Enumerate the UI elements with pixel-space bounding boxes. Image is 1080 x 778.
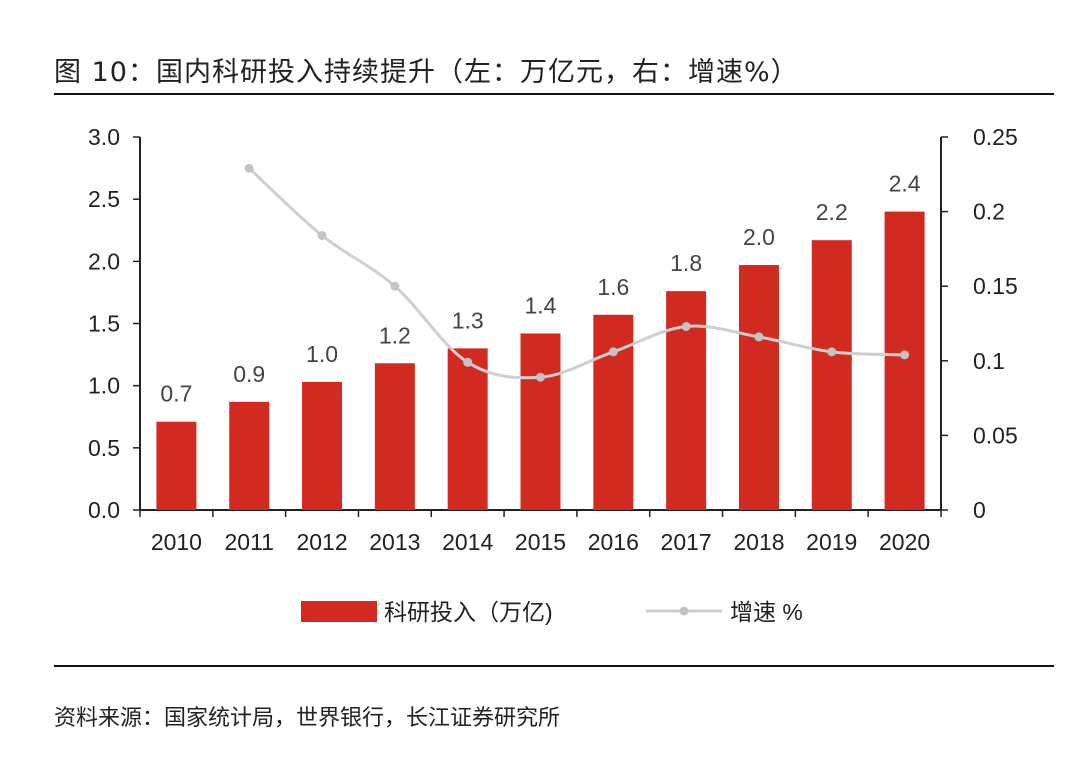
x-tick-label: 2011 (224, 529, 273, 555)
bar (447, 348, 488, 510)
y-left-tick-label: 2.5 (88, 186, 120, 212)
x-tick-label: 2014 (442, 529, 493, 555)
bar (811, 240, 852, 511)
bar-value-label: 1.2 (379, 322, 411, 348)
y-right-tick-label: 0 (973, 497, 986, 523)
growth-point (900, 350, 910, 360)
growth-point (244, 163, 254, 173)
x-tick-labels: 2010 2011 2012 2013 2014 2015 2016 2017 2018 2019… (151, 529, 930, 555)
bar-value-label: 0.7 (160, 381, 192, 407)
legend-line-label: 增速 % (730, 599, 803, 625)
bar (229, 401, 270, 510)
y-left-tick-label: 1.0 (88, 373, 120, 399)
bar-value-label: 1.6 (597, 274, 629, 300)
bar-value-label: 1.4 (525, 292, 557, 318)
x-tick-label: 2015 (515, 529, 566, 555)
y-right-tick-label: 0.1 (973, 348, 1005, 374)
growth-point (463, 357, 473, 367)
bar (302, 381, 343, 510)
y-left-tick-label: 0.0 (88, 497, 120, 523)
growth-point (536, 372, 545, 382)
growth-point (390, 281, 400, 291)
bar-value-label: 2.4 (889, 171, 921, 197)
legend: 科研投入（万亿) 增速 % (301, 599, 803, 625)
legend-line-marker (679, 606, 689, 616)
y-right-tick-label: 0.25 (973, 124, 1018, 150)
y-right-tick-label: 0.2 (973, 199, 1005, 225)
growth-line (248, 167, 905, 380)
bar (884, 211, 925, 510)
figure-title: 图 10：国内科研投入持续提升（左：万亿元，右：增速%） (54, 57, 799, 88)
x-tick-label: 2013 (369, 529, 420, 555)
growth-point (754, 332, 764, 342)
legend-bar-label: 科研投入（万亿) (384, 599, 553, 625)
bar-value-label: 1.3 (452, 307, 484, 333)
x-tick-label: 2016 (588, 529, 639, 555)
x-tick-label: 2019 (806, 529, 857, 555)
y-left-tick-label: 3.0 (88, 124, 120, 150)
legend-bar-swatch (301, 601, 377, 622)
bar-series (156, 211, 925, 511)
y-right-tick-label: 0.05 (973, 422, 1018, 448)
bar (156, 421, 197, 510)
title-rule (54, 93, 1054, 95)
growth-point (608, 347, 618, 357)
bar-value-label: 2.2 (816, 199, 848, 225)
line-series (244, 163, 910, 382)
y-left-tick-label: 0.5 (88, 435, 120, 461)
y-left-tick-label: 2.0 (88, 248, 120, 274)
bar-value-label: 2.0 (743, 224, 775, 250)
source-note: 资料来源：国家统计局，世界银行，长江证券研究所 (54, 706, 561, 731)
growth-point (827, 347, 837, 357)
growth-point (317, 230, 327, 240)
x-tick-label: 2010 (151, 529, 202, 555)
bar (374, 363, 415, 510)
bar-value-label: 1.8 (670, 250, 702, 276)
y-left-tick-labels: 0.0 0.5 1.0 1.5 2.0 2.5 3.0 (88, 124, 120, 523)
y-right-tick-labels: 0 0.05 0.1 0.15 0.2 0.25 (973, 124, 1018, 523)
bar (520, 333, 561, 510)
growth-point (681, 321, 691, 331)
data-labels: 0.7 0.9 1.0 1.2 1.3 1.4 1.6 1.8 2.0 2.2 2.4 (160, 171, 920, 407)
x-tick-label: 2020 (879, 529, 930, 555)
y-left-tick-label: 1.5 (88, 311, 120, 337)
source-rule (54, 665, 1054, 667)
bar (738, 265, 779, 510)
y-right-tick-label: 0.15 (973, 273, 1018, 299)
x-tick-label: 2017 (661, 529, 712, 555)
x-tick-label: 2018 (733, 529, 784, 555)
x-tick-label: 2012 (296, 529, 347, 555)
bar-value-label: 0.9 (233, 361, 265, 387)
bar-value-label: 1.0 (306, 341, 338, 367)
bar (593, 314, 634, 510)
